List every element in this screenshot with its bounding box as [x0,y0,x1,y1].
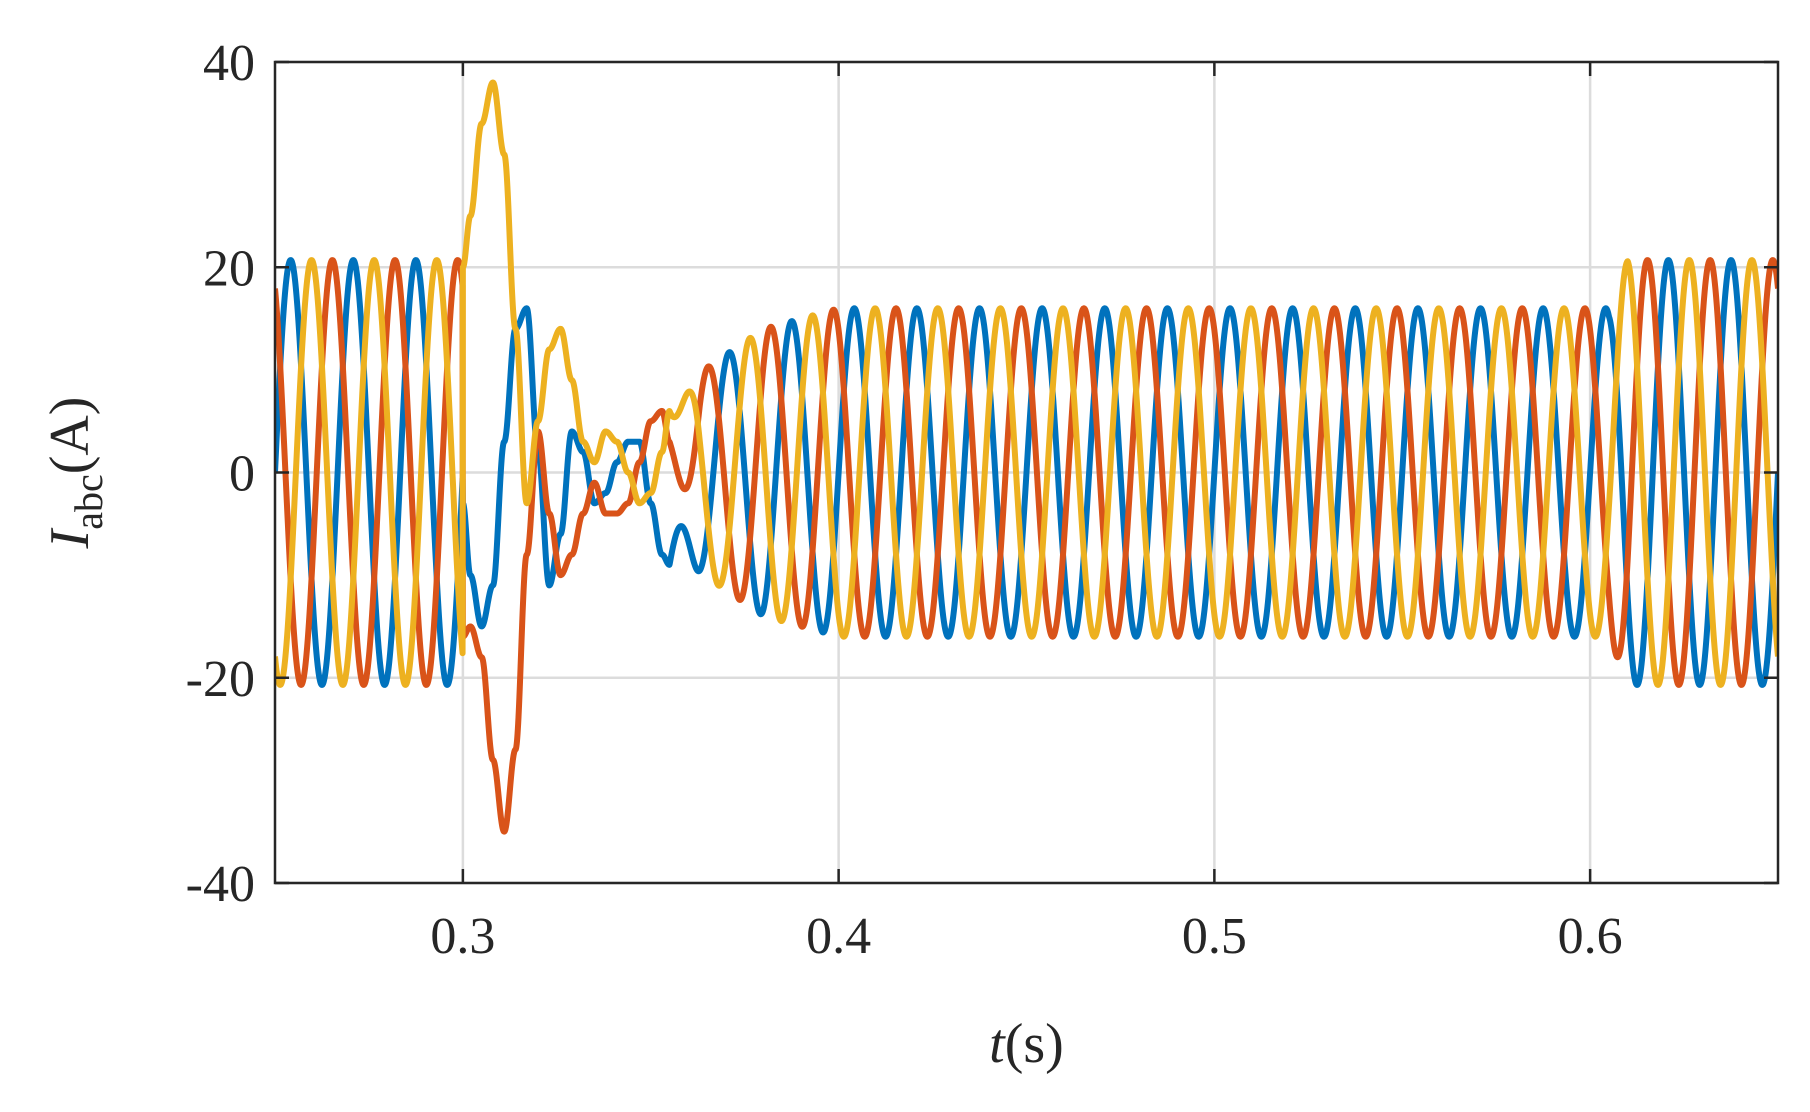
x-tick-label: 0.5 [1182,908,1247,965]
series-line-3 [275,79,1778,688]
y-axis-label-var: I [39,527,101,549]
y-tick-label: 40 [203,35,255,92]
y-axis-label: Iabc(A) [39,397,111,550]
y-axis-ticks: -40 -20 0 20 40 [186,35,1778,913]
y-axis-label-unit: (A) [39,397,101,475]
x-axis-label: t(s) [989,1013,1064,1075]
y-tick-label: -20 [186,651,255,708]
y-tick-label: -40 [186,856,255,913]
y-axis-label-subscript: abc [66,474,111,530]
x-tick-label: 0.6 [1558,908,1623,965]
x-axis-label-var: t [989,1013,1006,1075]
x-axis-ticks: 0.3 0.4 0.5 0.6 [430,62,1623,965]
series-line-2 [275,257,1778,835]
x-tick-label: 0.3 [430,908,495,965]
y-tick-label: 20 [203,240,255,297]
series-layer [275,79,1778,835]
series-line-1 [275,257,1778,688]
x-tick-label: 0.4 [806,908,871,965]
y-tick-label: 0 [229,446,255,503]
x-axis-label-unit: (s) [1005,1013,1064,1075]
